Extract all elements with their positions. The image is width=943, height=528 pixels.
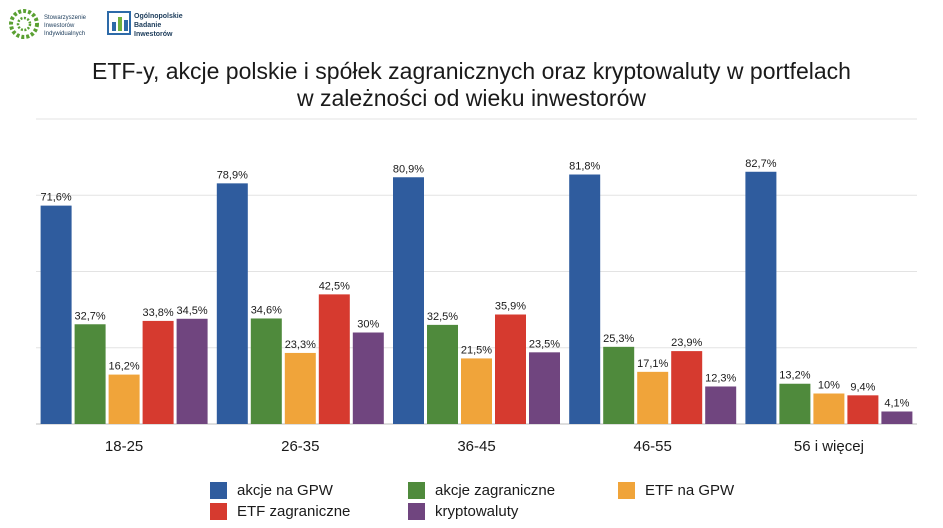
legend-label-akcje-zagraniczne: akcje zagraniczne [435, 482, 556, 499]
category-label: 36-45 [457, 438, 495, 455]
bar-value-label: 32,7% [74, 310, 105, 322]
bar-value-label: 10% [818, 380, 840, 392]
logos: Stowarzyszenie Inwestorów Indywidualnych… [9, 9, 183, 39]
bar [352, 332, 384, 424]
legend-item-akcje-zagraniczne: akcje zagraniczne [408, 482, 555, 499]
bar-value-label: 23,5% [529, 338, 560, 350]
bar [705, 386, 737, 424]
legend-label-etf-gpw: ETF na GPW [645, 482, 735, 499]
bar-chart: 71,6% 32,7% 16,2% 33,8% 34,5% 18-25 78,9% 34,6%… [36, 118, 917, 455]
legend-label-akcje-gpw: akcje na GPW [237, 482, 333, 499]
legend-swatch-kryptowaluty [408, 503, 425, 520]
bar-value-label: 25,3% [603, 333, 634, 345]
category-label: 56 i więcej [794, 438, 864, 455]
legend-label-kryptowaluty: kryptowaluty [435, 503, 519, 520]
bar-value-label: 4,1% [884, 397, 909, 409]
legend: akcje na GPW akcje zagraniczne ETF na GP… [210, 480, 810, 524]
bar [529, 352, 560, 424]
legend-item-etf-gpw: ETF na GPW [618, 482, 734, 499]
bar-value-label: 32,5% [427, 311, 458, 323]
chart-title: ETF-y, akcje polskie i spółek zagraniczn… [0, 58, 943, 112]
obi-logo-line-3: Inwestorów [134, 31, 173, 38]
bar [569, 174, 601, 424]
category-label: 26-35 [281, 438, 319, 455]
bar [318, 294, 350, 424]
bar [142, 320, 174, 424]
legend-item-etf-zagraniczne: ETF zagraniczne [210, 503, 350, 520]
bar [461, 358, 492, 424]
legend-swatch-akcje-zagraniczne [408, 482, 425, 499]
chart-title-line-2: w zależności od wieku inwestorów [297, 85, 646, 111]
bar [250, 318, 282, 424]
bar [637, 371, 669, 424]
category-label: 46-55 [634, 438, 672, 455]
bar [779, 383, 811, 424]
legend-swatch-akcje-gpw [210, 482, 227, 499]
bar-value-label: 12,3% [705, 372, 736, 384]
bar-value-label: 34,6% [251, 304, 282, 316]
bar [393, 177, 424, 424]
bar [603, 346, 635, 424]
sii-logo-line-1: Stowarzyszenie [44, 15, 87, 21]
legend-item-kryptowaluty: kryptowaluty [408, 503, 518, 520]
bar [813, 393, 845, 424]
bar [176, 318, 208, 424]
obi-logo-icon [107, 11, 131, 35]
bar [847, 395, 879, 424]
bar-value-label: 78,9% [217, 169, 248, 181]
obi-logo-line-2: Badanie [134, 22, 161, 29]
bar-value-label: 42,5% [319, 280, 350, 292]
bar-value-label: 23,9% [671, 337, 702, 349]
bar-value-label: 80,9% [393, 163, 424, 175]
bar [495, 314, 526, 424]
legend-item-akcje-gpw: akcje na GPW [210, 482, 333, 499]
bar-value-label: 82,7% [745, 158, 776, 170]
bar [108, 374, 140, 424]
bar-value-label: 34,5% [176, 305, 207, 317]
bar-value-label: 16,2% [108, 361, 139, 373]
legend-label-etf-zagraniczne: ETF zagraniczne [237, 503, 351, 520]
legend-swatch-etf-gpw [618, 482, 635, 499]
bar-value-label: 33,8% [142, 307, 173, 319]
sii-logo-line-2: Inwestorów [44, 23, 75, 29]
bar-value-label: 21,5% [461, 344, 492, 356]
bar [745, 171, 777, 424]
bar-value-label: 71,6% [40, 192, 71, 204]
chart-title-line-1: ETF-y, akcje polskie i spółek zagraniczn… [92, 58, 851, 84]
bar-value-label: 23,3% [285, 339, 316, 351]
obi-logo-line-1: Ogólnopolskie [134, 13, 183, 20]
bar [40, 205, 72, 424]
bar [216, 183, 248, 424]
bar [284, 352, 316, 424]
bar [427, 324, 458, 424]
bar [671, 351, 703, 424]
sii-logo-line-3: Indywidualnych [44, 31, 85, 37]
bar-value-label: 81,8% [569, 161, 600, 173]
bar-value-label: 13,2% [779, 370, 810, 382]
bar-value-label: 9,4% [850, 381, 875, 393]
sii-logo-icon [9, 9, 39, 39]
bar [881, 411, 913, 424]
legend-swatch-etf-zagraniczne [210, 503, 227, 520]
bar-value-label: 30% [357, 319, 379, 331]
bar-value-label: 17,1% [637, 358, 668, 370]
category-label: 18-25 [105, 438, 143, 455]
bar [74, 324, 106, 424]
bar-value-label: 35,9% [495, 301, 526, 313]
